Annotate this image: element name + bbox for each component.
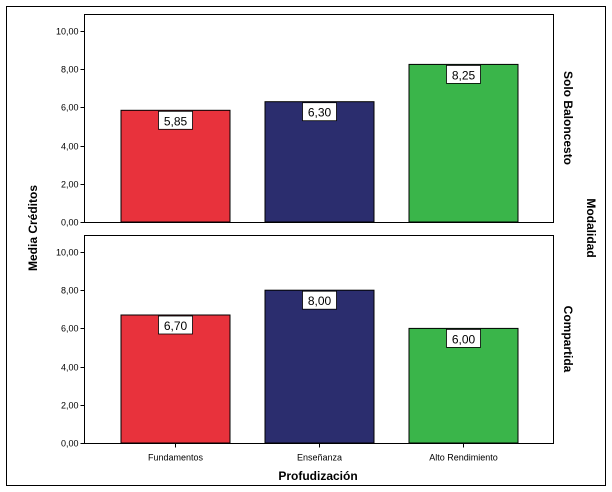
panel-label-bottom: Compartida — [561, 306, 575, 373]
panel-top: 0,00 2,00 4,00 6,00 8,00 10,00 5,85 6,30 8,25 — [56, 27, 519, 228]
y-tick-label: 10,00 — [56, 27, 79, 37]
x-axis-title: Profudización — [278, 469, 357, 483]
y-tick-label: 8,00 — [61, 286, 79, 296]
data-label-box — [446, 328, 481, 348]
data-label: 6,30 — [308, 106, 332, 120]
data-label: 6,70 — [164, 319, 188, 333]
facet-title: Modalidad — [584, 198, 598, 257]
x-tick-label: Enseñanza — [297, 453, 342, 463]
bar-fundamentos — [120, 314, 231, 444]
x-tick-label: Fundamentos — [148, 453, 204, 463]
y-tick-label: 4,00 — [61, 363, 79, 373]
panel-bottom: 0,00 2,00 4,00 6,00 8,00 10,00 6,70 8,00 6,00 Fun… — [56, 248, 519, 463]
y-tick-label: 2,00 — [61, 401, 79, 411]
data-label-box — [158, 315, 193, 335]
data-label-box — [446, 65, 481, 84]
data-label: 5,85 — [164, 114, 188, 128]
y-tick-label: 8,00 — [61, 65, 79, 75]
data-label-box — [302, 102, 337, 122]
y-axis-title: Media Créditos — [26, 185, 40, 271]
y-tick-label: 6,00 — [61, 103, 79, 113]
y-tick-label: 0,00 — [61, 218, 79, 228]
bar-ense-anza — [264, 101, 375, 223]
bar-alto-rendimiento — [408, 63, 519, 223]
data-label: 6,00 — [452, 332, 476, 346]
y-tick-label: 10,00 — [56, 248, 79, 258]
data-label: 8,00 — [308, 294, 332, 308]
panel-label-top: Solo Baloncesto — [561, 71, 575, 165]
y-tick-label: 6,00 — [61, 324, 79, 334]
data-label-box — [302, 290, 337, 310]
x-tick-label: Alto Rendimiento — [429, 453, 498, 463]
y-tick-label: 0,00 — [61, 439, 79, 449]
bar-ense-anza — [264, 289, 375, 444]
chart-frame — [6, 6, 606, 486]
y-tick-label: 4,00 — [61, 142, 79, 152]
data-label: 8,25 — [452, 68, 476, 82]
y-tick-label: 2,00 — [61, 180, 79, 190]
data-label-box — [158, 110, 193, 130]
